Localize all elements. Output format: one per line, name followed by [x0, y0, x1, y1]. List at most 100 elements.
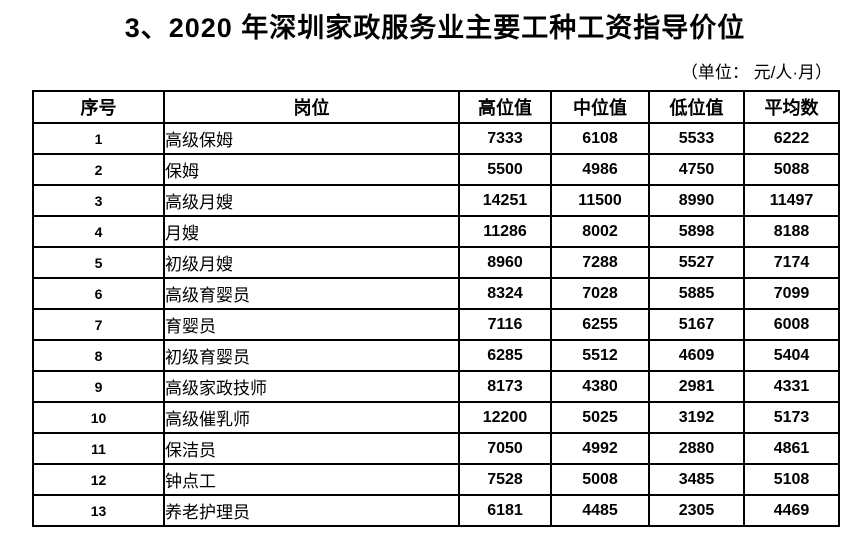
high-value-cell: 14251 [458, 184, 552, 218]
table-row: 11 保洁员 7050 4992 2880 4861 [32, 432, 840, 466]
average-value-cell: 11497 [743, 184, 840, 218]
median-value-cell: 4485 [550, 494, 650, 528]
average-value-cell: 7174 [743, 246, 840, 280]
table-row: 1 高级保姆 7333 6108 5533 6222 [32, 122, 840, 156]
median-value-cell: 8002 [550, 215, 650, 249]
high-value-cell: 7333 [458, 122, 552, 156]
average-value-cell: 6008 [743, 308, 840, 342]
low-value-cell: 5533 [648, 122, 745, 156]
position-cell: 钟点工 [163, 463, 460, 497]
position-cell: 养老护理员 [163, 494, 460, 528]
row-index-cell: 8 [32, 339, 165, 373]
high-value-cell: 7116 [458, 308, 552, 342]
median-value-cell: 5008 [550, 463, 650, 497]
row-index-cell: 3 [32, 184, 165, 218]
high-value-cell: 12200 [458, 401, 552, 435]
median-value-cell: 4986 [550, 153, 650, 187]
high-value-cell: 7050 [458, 432, 552, 466]
table-header: 序号 岗位 高位值 中位值 低位值 平均数 [32, 90, 840, 125]
low-value-cell: 8990 [648, 184, 745, 218]
table-row: 13 养老护理员 6181 4485 2305 4469 [32, 494, 840, 528]
average-value-cell: 5088 [743, 153, 840, 187]
header-cell-position: 岗位 [163, 90, 460, 125]
document-page: 3、2020 年深圳家政服务业主要工种工资指导价位 （单位： 元/人·月） 序号… [32, 0, 840, 528]
row-index-cell: 11 [32, 432, 165, 466]
low-value-cell: 3192 [648, 401, 745, 435]
table-row: 9 高级家政技师 8173 4380 2981 4331 [32, 370, 840, 404]
high-value-cell: 8173 [458, 370, 552, 404]
average-value-cell: 8188 [743, 215, 840, 249]
table-row: 2 保姆 5500 4986 4750 5088 [32, 153, 840, 187]
high-value-cell: 8960 [458, 246, 552, 280]
table-row: 6 高级育婴员 8324 7028 5885 7099 [32, 277, 840, 311]
unit-note: （单位： 元/人·月） [680, 63, 832, 83]
page-title: 3、2020 年深圳家政服务业主要工种工资指导价位 [124, 13, 746, 43]
average-value-cell: 4469 [743, 494, 840, 528]
row-index-cell: 7 [32, 308, 165, 342]
average-value-cell: 5108 [743, 463, 840, 497]
header-cell-low: 低位值 [648, 90, 745, 125]
high-value-cell: 8324 [458, 277, 552, 311]
position-cell: 高级保姆 [163, 122, 460, 156]
average-value-cell: 7099 [743, 277, 840, 311]
average-value-cell: 4861 [743, 432, 840, 466]
median-value-cell: 5025 [550, 401, 650, 435]
low-value-cell: 4609 [648, 339, 745, 373]
table-row: 7 育婴员 7116 6255 5167 6008 [32, 308, 840, 342]
header-cell-high: 高位值 [458, 90, 552, 125]
low-value-cell: 5527 [648, 246, 745, 280]
average-value-cell: 5404 [743, 339, 840, 373]
low-value-cell: 2305 [648, 494, 745, 528]
row-index-cell: 12 [32, 463, 165, 497]
low-value-cell: 4750 [648, 153, 745, 187]
median-value-cell: 4380 [550, 370, 650, 404]
row-index-cell: 1 [32, 122, 165, 156]
header-cell-median: 中位值 [550, 90, 650, 125]
position-cell: 高级育婴员 [163, 277, 460, 311]
average-value-cell: 5173 [743, 401, 840, 435]
position-cell: 初级月嫂 [163, 246, 460, 280]
low-value-cell: 2880 [648, 432, 745, 466]
table-row: 5 初级月嫂 8960 7288 5527 7174 [32, 246, 840, 280]
low-value-cell: 3485 [648, 463, 745, 497]
row-index-cell: 2 [32, 153, 165, 187]
position-cell: 保洁员 [163, 432, 460, 466]
high-value-cell: 7528 [458, 463, 552, 497]
header-cell-average: 平均数 [743, 90, 840, 125]
header-row: 序号 岗位 高位值 中位值 低位值 平均数 [32, 90, 840, 125]
high-value-cell: 6285 [458, 339, 552, 373]
position-cell: 高级家政技师 [163, 370, 460, 404]
median-value-cell: 5512 [550, 339, 650, 373]
table-row: 10 高级催乳师 12200 5025 3192 5173 [32, 401, 840, 435]
table-row: 12 钟点工 7528 5008 3485 5108 [32, 463, 840, 497]
low-value-cell: 5885 [648, 277, 745, 311]
low-value-cell: 5167 [648, 308, 745, 342]
position-cell: 月嫂 [163, 215, 460, 249]
row-index-cell: 13 [32, 494, 165, 528]
average-value-cell: 6222 [743, 122, 840, 156]
position-cell: 初级育婴员 [163, 339, 460, 373]
position-cell: 高级催乳师 [163, 401, 460, 435]
position-cell: 育婴员 [163, 308, 460, 342]
high-value-cell: 11286 [458, 215, 552, 249]
header-cell-no: 序号 [32, 90, 165, 125]
median-value-cell: 7288 [550, 246, 650, 280]
low-value-cell: 2981 [648, 370, 745, 404]
table-row: 3 高级月嫂 14251 11500 8990 11497 [32, 184, 840, 218]
median-value-cell: 11500 [550, 184, 650, 218]
high-value-cell: 6181 [458, 494, 552, 528]
average-value-cell: 4331 [743, 370, 840, 404]
table-row: 4 月嫂 11286 8002 5898 8188 [32, 215, 840, 249]
median-value-cell: 4992 [550, 432, 650, 466]
position-cell: 保姆 [163, 153, 460, 187]
low-value-cell: 5898 [648, 215, 745, 249]
table-row: 8 初级育婴员 6285 5512 4609 5404 [32, 339, 840, 373]
row-index-cell: 5 [32, 246, 165, 280]
high-value-cell: 5500 [458, 153, 552, 187]
table-body: 1 高级保姆 7333 6108 5533 6222 2 保姆 5500 4986 4750 5088… [32, 122, 840, 528]
row-index-cell: 6 [32, 277, 165, 311]
row-index-cell: 4 [32, 215, 165, 249]
row-index-cell: 10 [32, 401, 165, 435]
median-value-cell: 6108 [550, 122, 650, 156]
position-cell: 高级月嫂 [163, 184, 460, 218]
